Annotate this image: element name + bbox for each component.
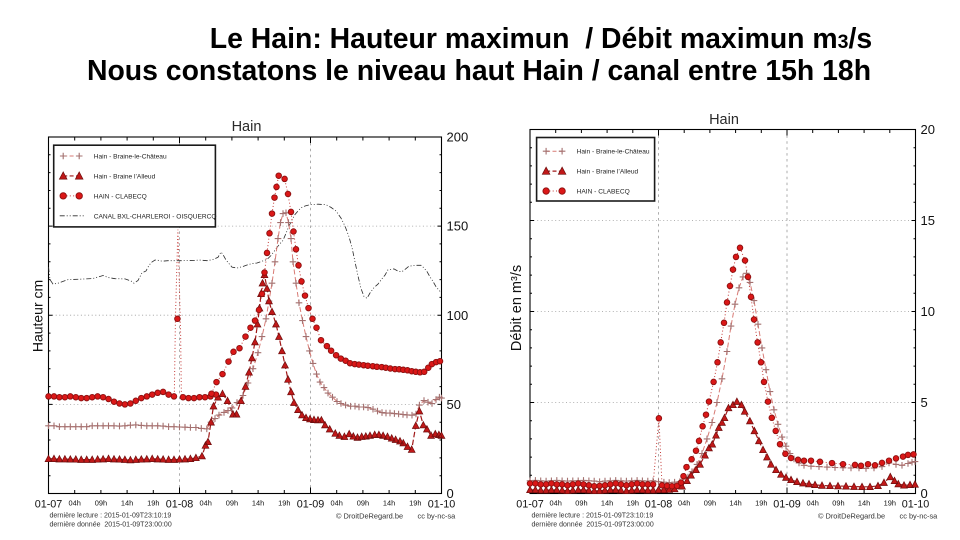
svg-text:15: 15: [921, 213, 935, 228]
svg-text:14h: 14h: [858, 499, 870, 508]
svg-text:10: 10: [921, 304, 935, 319]
svg-text:cc by-nc-sa: cc by-nc-sa: [900, 512, 939, 521]
svg-text:19h: 19h: [627, 499, 639, 508]
svg-text:0: 0: [447, 486, 454, 501]
svg-text:50: 50: [447, 397, 461, 412]
svg-text:09h: 09h: [95, 499, 107, 508]
svg-text:Nous constatons le niveau haut: Nous constatons le niveau haut Hain / ca…: [87, 55, 871, 87]
svg-text:Hain - Braine l’Alleud: Hain - Braine l’Alleud: [577, 169, 639, 176]
svg-text:14h: 14h: [121, 499, 133, 508]
svg-text:01-08: 01-08: [166, 499, 194, 511]
svg-text:HAIN - CLABECQ: HAIN - CLABECQ: [577, 189, 630, 196]
svg-text:04h: 04h: [807, 499, 819, 508]
svg-text:09h: 09h: [575, 499, 587, 508]
svg-text:Hain: Hain: [232, 119, 262, 135]
svg-text:19h: 19h: [884, 499, 896, 508]
svg-text:Débit en m³/s: Débit en m³/s: [509, 265, 525, 351]
svg-text:© DroitDeRegard.be: © DroitDeRegard.be: [818, 512, 885, 521]
svg-text:01-07: 01-07: [35, 499, 63, 511]
svg-text:14h: 14h: [601, 499, 613, 508]
svg-text:© DroitDeRegard.be: © DroitDeRegard.be: [336, 512, 403, 521]
svg-text:14h: 14h: [252, 499, 264, 508]
svg-text:0: 0: [921, 486, 928, 501]
svg-text:Hain - Braine l’Alleud: Hain - Braine l’Alleud: [94, 173, 156, 180]
svg-text:01-10: 01-10: [428, 499, 456, 511]
svg-text:01-07: 01-07: [516, 499, 544, 511]
svg-text:14h: 14h: [729, 499, 741, 508]
svg-text:09h: 09h: [357, 499, 369, 508]
svg-text:5: 5: [921, 395, 928, 410]
svg-text:dernière lecture : 2015-01-09T: dernière lecture : 2015-01-09T23:10:19: [532, 513, 654, 520]
svg-text:150: 150: [447, 219, 469, 234]
svg-text:04h: 04h: [550, 499, 562, 508]
svg-text:04h: 04h: [69, 499, 81, 508]
svg-text:09h: 09h: [832, 499, 844, 508]
svg-text:200: 200: [447, 130, 469, 145]
svg-text:09h: 09h: [226, 499, 238, 508]
svg-text:Hauteur cm: Hauteur cm: [30, 280, 46, 352]
svg-text:HAIN - CLABECQ: HAIN - CLABECQ: [94, 193, 147, 200]
svg-text:20: 20: [921, 122, 935, 137]
svg-text:01-09: 01-09: [773, 499, 801, 511]
svg-text:Hain: Hain: [709, 112, 739, 128]
svg-text:Hain - Braine-le-Château: Hain - Braine-le-Château: [94, 154, 167, 161]
svg-text:01-08: 01-08: [645, 499, 673, 511]
svg-text:04h: 04h: [331, 499, 343, 508]
svg-text:04h: 04h: [678, 499, 690, 508]
svg-text:19h: 19h: [755, 499, 767, 508]
svg-text:01-09: 01-09: [297, 499, 325, 511]
svg-text:14h: 14h: [383, 499, 395, 508]
svg-text:dernière donnée 2015-01-09T23: dernière donnée 2015-01-09T23:00:00: [50, 522, 172, 529]
svg-text:dernière donnée 2015-01-09T23: dernière donnée 2015-01-09T23:00:00: [532, 522, 654, 529]
svg-text:04h: 04h: [200, 499, 212, 508]
svg-text:cc by-nc-sa: cc by-nc-sa: [418, 512, 457, 521]
svg-text:01-10: 01-10: [902, 499, 930, 511]
svg-text:09h: 09h: [704, 499, 716, 508]
svg-text:100: 100: [447, 308, 469, 323]
svg-text:CANAL BXL-CHARLEROI - OISQUERC: CANAL BXL-CHARLEROI - OISQUERCQ: [94, 213, 217, 220]
svg-text:19h: 19h: [147, 499, 159, 508]
svg-text:Le Hain: Hauteur maximun / Dé: Le Hain: Hauteur maximun / Débit maximun…: [210, 23, 872, 55]
svg-text:dernière lecture : 2015-01-09T: dernière lecture : 2015-01-09T23:10:19: [50, 513, 172, 520]
svg-text:19h: 19h: [409, 499, 421, 508]
svg-text:Hain - Braine-le-Château: Hain - Braine-le-Château: [577, 149, 650, 156]
svg-text:19h: 19h: [278, 499, 290, 508]
